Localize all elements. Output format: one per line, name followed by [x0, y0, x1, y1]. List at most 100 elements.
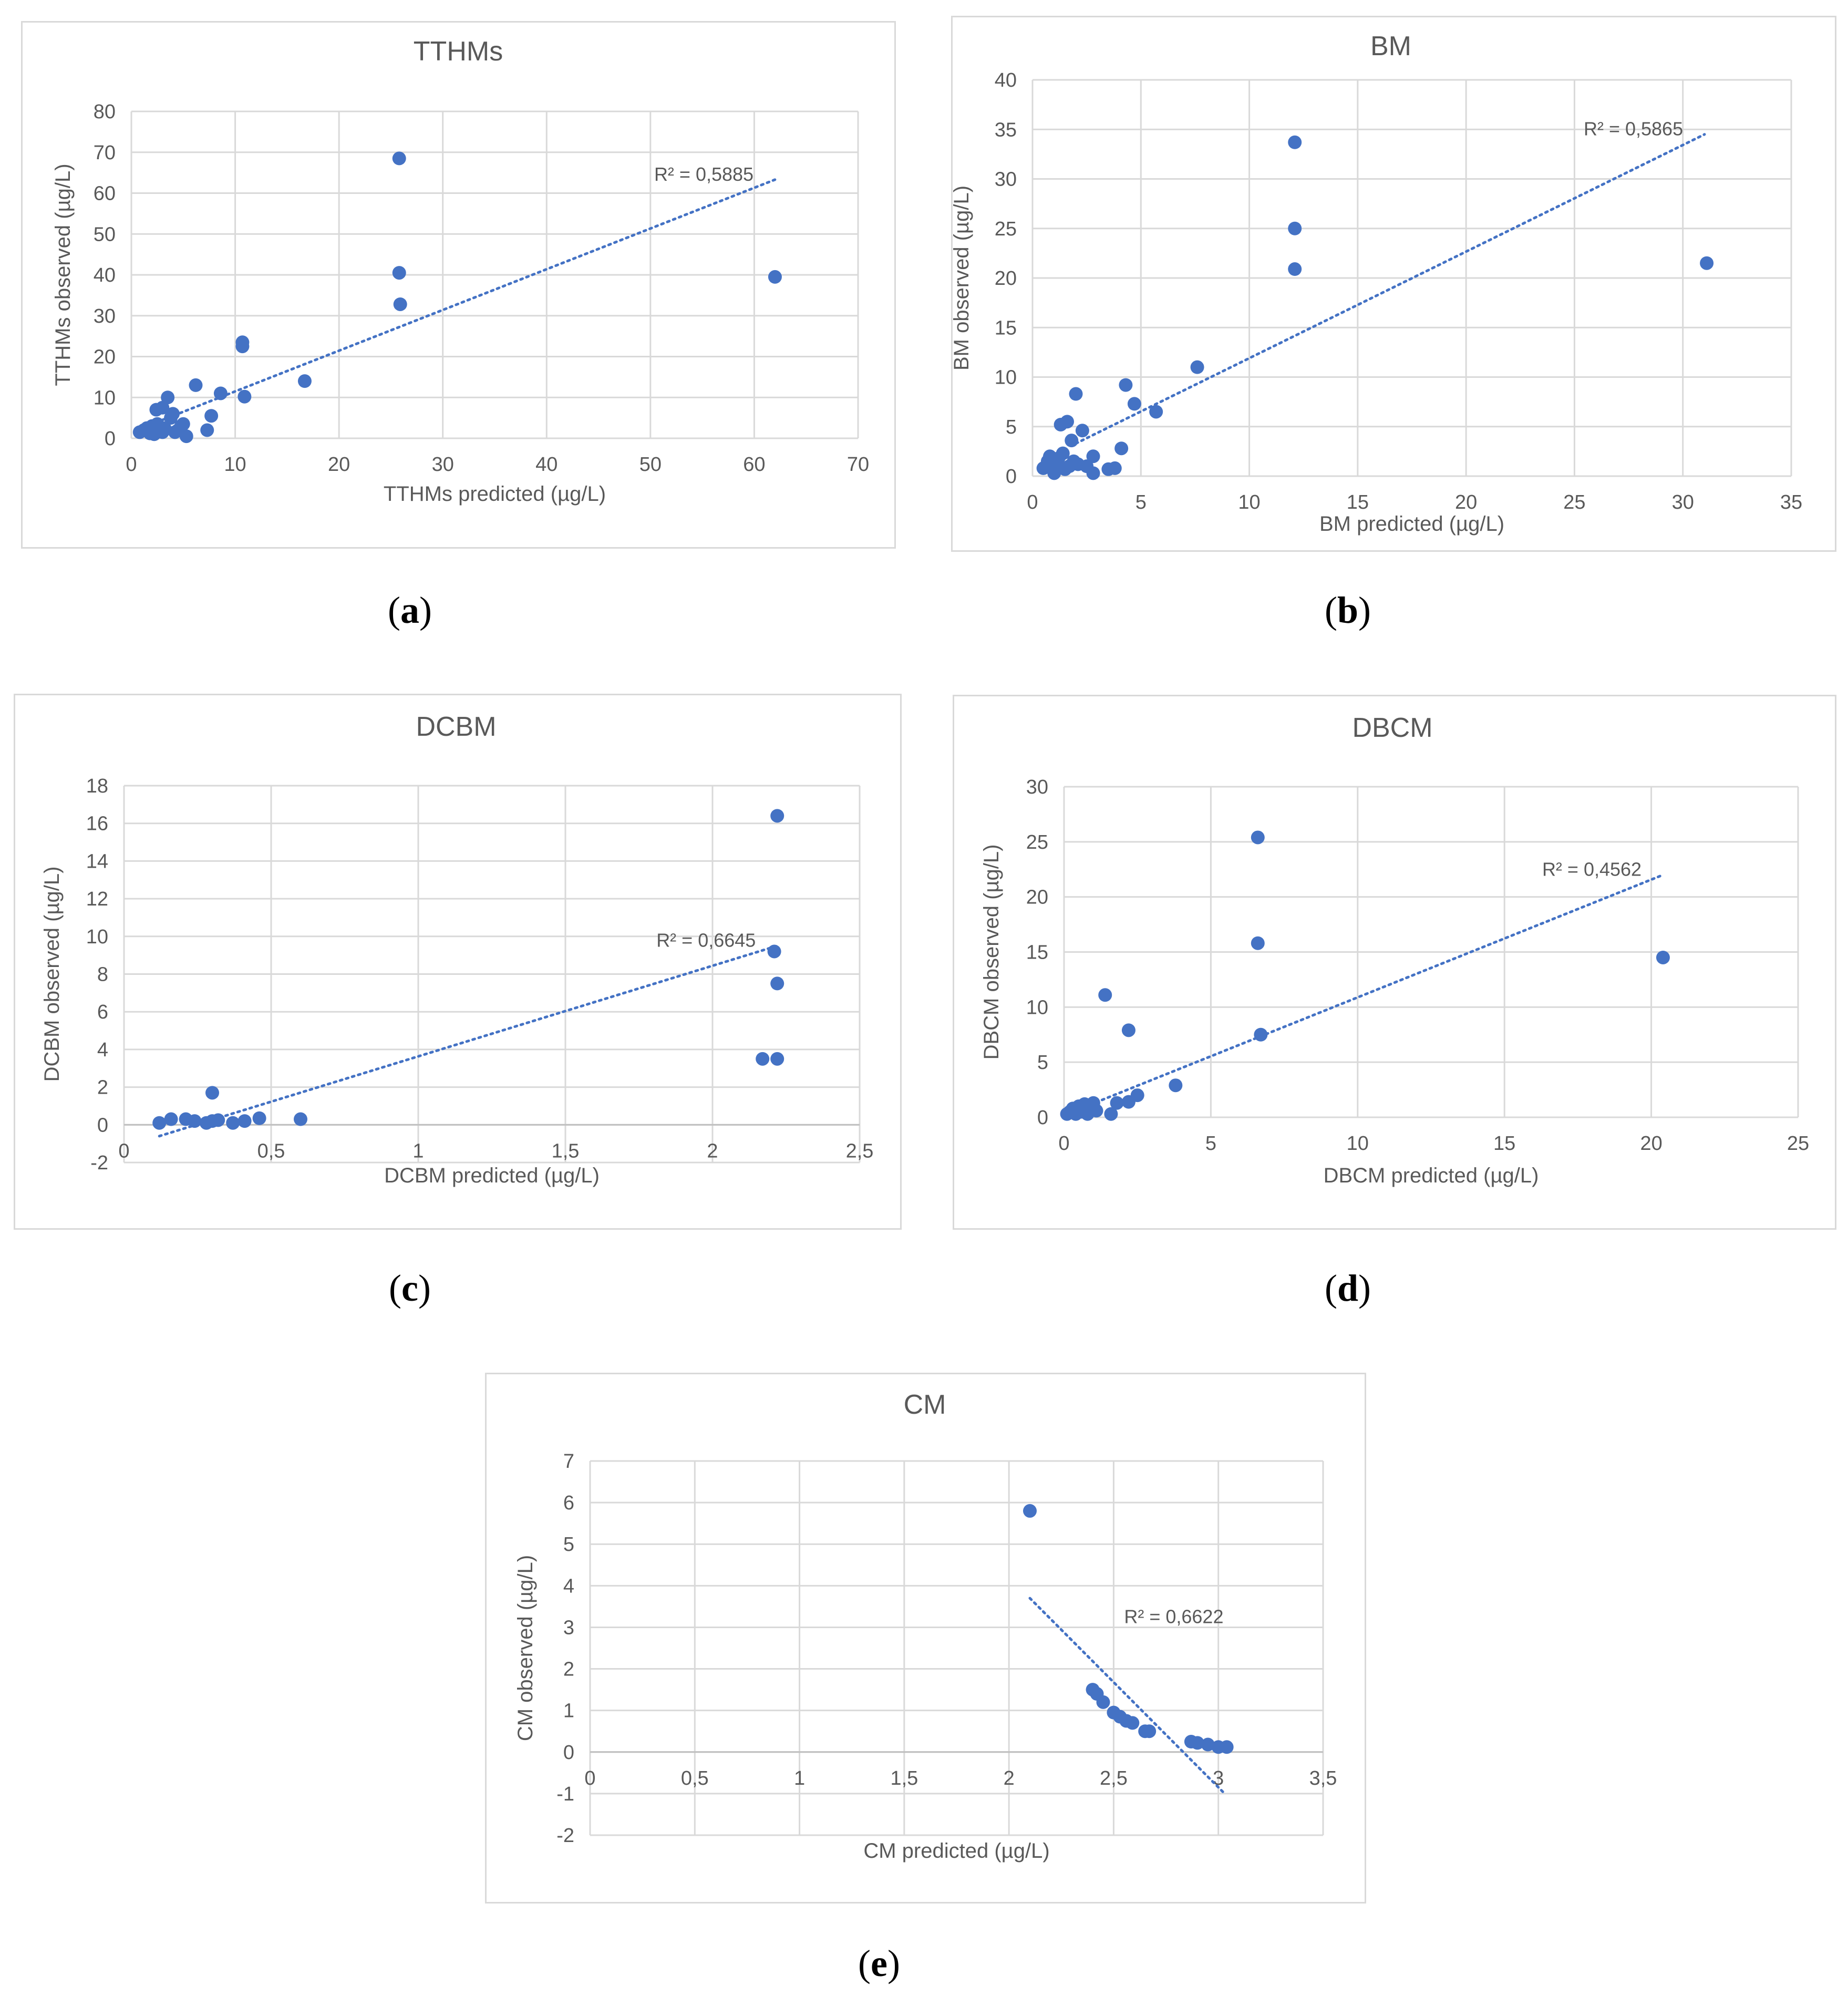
y-tick-label: 50	[94, 223, 116, 245]
y-tick-label: 0	[97, 1114, 108, 1136]
data-point	[189, 378, 203, 392]
data-point	[297, 374, 312, 388]
chart-title: TTHMs	[414, 36, 503, 67]
y-tick-label: 4	[97, 1039, 108, 1061]
panel-label-a: (a)	[388, 589, 432, 631]
y-tick-label: 7	[563, 1450, 574, 1473]
data-point	[1190, 1736, 1204, 1750]
x-tick-label: 0	[1027, 491, 1038, 513]
data-point	[1142, 1724, 1157, 1738]
data-point	[1220, 1740, 1234, 1754]
y-tick-label: 10	[995, 367, 1017, 389]
data-point	[756, 1052, 770, 1066]
data-point	[1251, 830, 1265, 845]
data-point	[1104, 1107, 1118, 1121]
y-tick-label: 30	[1026, 776, 1048, 798]
chart-title: BM	[1370, 31, 1411, 61]
x-tick-label: 2,5	[1100, 1767, 1128, 1789]
y-tick-label: 10	[86, 926, 108, 948]
y-tick-label: 12	[86, 888, 108, 910]
chart-panel-c	[14, 694, 902, 1230]
r-squared-label: R² = 0,4562	[1542, 859, 1641, 880]
data-point	[1254, 1027, 1268, 1042]
data-point	[1108, 461, 1122, 475]
data-point	[1656, 950, 1670, 964]
y-tick-label: 2	[563, 1659, 574, 1681]
y-tick-label: 16	[86, 813, 108, 835]
panel-label-e: (e)	[858, 1942, 900, 1984]
x-tick-label: 25	[1787, 1133, 1809, 1155]
x-axis-label: BM predicted (µg/L)	[1319, 512, 1504, 536]
panel-label-d: (d)	[1324, 1267, 1371, 1309]
chart-title: DBCM	[1352, 713, 1432, 743]
y-axis-label: TTHMs observed (µg/L)	[51, 163, 75, 386]
data-point	[1126, 1716, 1140, 1730]
y-tick-label: 15	[1026, 942, 1048, 964]
y-tick-label: -2	[556, 1825, 574, 1847]
y-axis-label: DCBM observed (µg/L)	[40, 867, 64, 1082]
trendline	[161, 178, 777, 421]
y-tick-label: 0	[1006, 466, 1017, 488]
x-axis-label: TTHMs predicted (µg/L)	[384, 482, 606, 506]
data-point	[294, 1112, 307, 1126]
data-point	[1056, 446, 1070, 460]
x-tick-label: 1,5	[552, 1140, 580, 1162]
y-tick-label: 10	[1026, 996, 1048, 1018]
x-tick-label: 0	[1058, 1133, 1069, 1155]
x-tick-label: 15	[1493, 1133, 1515, 1155]
data-point	[238, 1114, 252, 1128]
y-tick-label: 35	[995, 119, 1017, 141]
data-point	[188, 1114, 202, 1128]
data-point	[1190, 360, 1204, 374]
data-point	[179, 429, 193, 444]
y-tick-label: 30	[995, 169, 1017, 191]
x-tick-label: 2	[707, 1140, 718, 1162]
y-tick-label: 5	[1006, 416, 1017, 438]
data-point	[211, 1113, 225, 1127]
y-tick-label: 0	[563, 1742, 574, 1764]
y-tick-label: 30	[94, 305, 116, 327]
x-tick-label: 1,5	[890, 1767, 918, 1789]
trendline	[158, 944, 779, 1138]
x-tick-label: 0	[118, 1140, 129, 1162]
data-point	[1089, 1104, 1103, 1118]
data-point	[770, 976, 784, 991]
data-point	[768, 270, 782, 284]
y-tick-label: 0	[1037, 1107, 1048, 1129]
x-tick-label: 40	[535, 454, 558, 476]
data-point	[1251, 936, 1265, 950]
x-tick-label: 1	[412, 1140, 424, 1162]
x-tick-label: 5	[1135, 491, 1147, 513]
data-point	[1069, 387, 1083, 401]
data-point	[767, 944, 781, 959]
data-point	[393, 297, 407, 311]
x-tick-label: 50	[639, 454, 662, 476]
data-point	[1149, 405, 1163, 419]
chart-title: DCBM	[416, 712, 496, 742]
y-tick-label: -2	[90, 1152, 108, 1174]
data-point	[226, 1116, 240, 1130]
trendline	[1075, 133, 1706, 445]
x-tick-label: 20	[328, 454, 350, 476]
y-tick-label: 14	[86, 850, 108, 872]
data-point	[1114, 441, 1129, 456]
r-squared-label: R² = 0,5865	[1584, 118, 1683, 140]
data-point	[1288, 262, 1302, 276]
r-squared-label: R² = 0,6645	[656, 930, 756, 951]
y-axis-label: CM observed (µg/L)	[514, 1555, 537, 1741]
y-tick-label: 5	[563, 1534, 574, 1556]
data-point	[1169, 1078, 1183, 1093]
data-point	[1065, 434, 1079, 448]
x-tick-label: 20	[1455, 491, 1477, 513]
data-point	[235, 339, 250, 354]
x-tick-label: 10	[1347, 1133, 1369, 1155]
x-tick-label: 10	[1238, 491, 1260, 513]
x-tick-label: 0,5	[681, 1767, 709, 1789]
y-tick-label: 4	[563, 1575, 574, 1597]
trendline	[1028, 1597, 1226, 1795]
x-axis-label: DCBM predicted (µg/L)	[384, 1164, 600, 1187]
x-tick-label: 15	[1347, 491, 1369, 513]
data-point	[204, 409, 219, 423]
data-point	[161, 390, 175, 405]
